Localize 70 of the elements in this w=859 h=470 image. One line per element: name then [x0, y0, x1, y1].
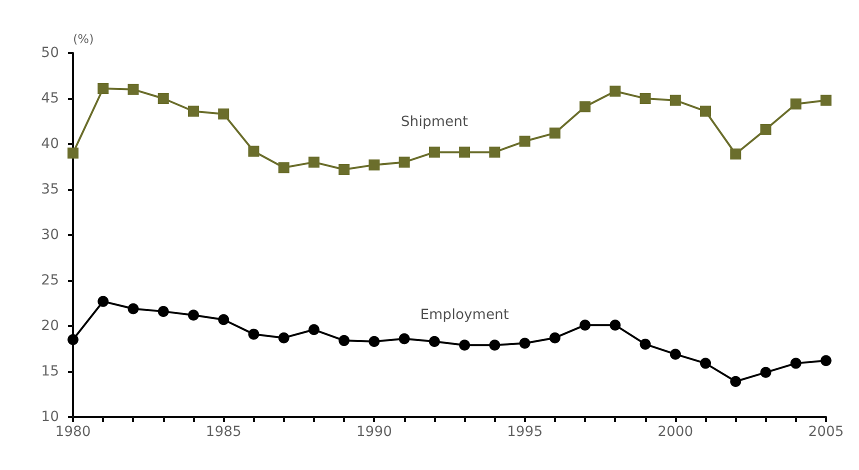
point [428, 146, 440, 158]
point [188, 310, 199, 321]
y-tick-label: 45 [41, 90, 59, 106]
point [489, 340, 500, 351]
point [459, 340, 470, 351]
point [98, 82, 109, 94]
series-label: Shipment [400, 114, 469, 130]
point [459, 146, 470, 158]
point [218, 108, 230, 120]
point [308, 156, 320, 168]
point [158, 93, 169, 104]
point [670, 94, 681, 106]
point [519, 136, 530, 147]
x-tick-label: 1995 [506, 424, 543, 440]
point [549, 332, 560, 344]
point [760, 366, 772, 378]
point [730, 148, 742, 160]
point [398, 156, 410, 168]
point [278, 332, 290, 344]
point [278, 162, 290, 174]
point [700, 358, 712, 369]
point [580, 320, 591, 331]
x-tick-label: 1990 [356, 424, 392, 440]
point [428, 336, 440, 347]
point [128, 84, 139, 95]
point [338, 335, 350, 346]
point [610, 86, 621, 97]
y-tick-label: 25 [41, 272, 59, 288]
point [519, 338, 530, 349]
point [98, 296, 109, 307]
point [730, 376, 742, 388]
y-axis-title: (%) [73, 32, 94, 46]
point [398, 333, 410, 344]
point [128, 303, 139, 314]
point [248, 146, 260, 157]
point [790, 98, 802, 110]
point [308, 324, 320, 336]
point [610, 320, 621, 331]
point [188, 106, 199, 117]
point [820, 94, 832, 106]
point [670, 348, 681, 360]
y-tick-label: 40 [41, 136, 59, 152]
point [640, 338, 651, 350]
point [68, 334, 78, 346]
point [760, 124, 772, 135]
y-tick-label: 20 [41, 318, 59, 334]
point [368, 336, 380, 347]
point [248, 328, 260, 340]
y-tick-label: 10 [41, 409, 59, 425]
x-tick-label: 2005 [808, 424, 844, 440]
point [790, 358, 802, 369]
y-tick-label: 30 [41, 227, 59, 243]
point [218, 314, 230, 326]
point [640, 93, 651, 104]
y-tick-label: 50 [41, 45, 59, 61]
point [338, 164, 350, 175]
x-tick-label: 2000 [658, 424, 694, 440]
series-label: Employment [420, 307, 510, 324]
x-tick-label: 1985 [206, 424, 242, 440]
point [158, 306, 169, 317]
point [68, 148, 78, 159]
point [580, 101, 591, 112]
point [368, 159, 380, 170]
point [489, 146, 500, 158]
point [549, 128, 560, 139]
point [820, 355, 832, 366]
x-tick-label: 1980 [55, 424, 91, 440]
y-tick-label: 15 [41, 364, 59, 380]
y-tick-label: 35 [41, 182, 59, 198]
point [700, 106, 712, 117]
